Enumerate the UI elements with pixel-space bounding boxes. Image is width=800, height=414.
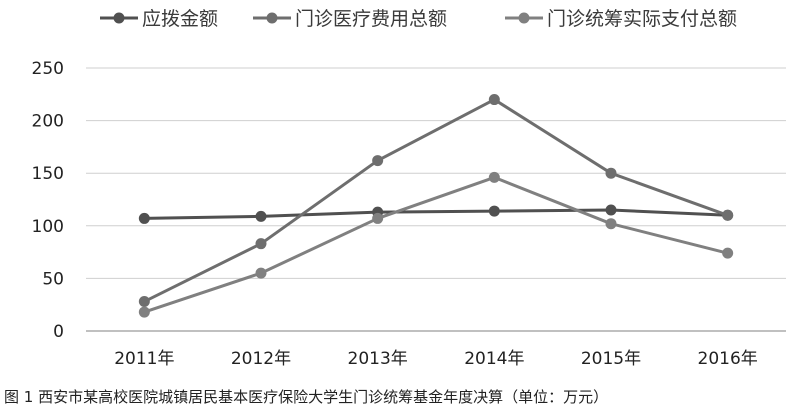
data-point — [605, 167, 617, 179]
data-point — [138, 306, 150, 318]
figure-caption: 图 1 西安市某高校医院城镇居民基本医疗保险大学生门诊统筹基金年度决算（单位：万… — [4, 388, 608, 406]
legend-swatch-marker — [113, 12, 125, 24]
y-tick-label: 150 — [32, 164, 64, 184]
y-tick-label: 200 — [32, 112, 64, 132]
series-line — [144, 208, 728, 220]
data-point — [605, 218, 617, 230]
x-axis: 2011年 2012年 2013年 2014年 2015年 2016年 — [86, 330, 786, 369]
x-tick-label: 2015年 — [581, 349, 641, 369]
data-point — [722, 209, 734, 221]
x-tick-label: 2013年 — [348, 349, 408, 369]
x-tick-label: 2016年 — [698, 349, 758, 369]
data-point — [488, 171, 500, 183]
series-line — [143, 175, 729, 314]
x-tick-label: 2014年 — [464, 349, 524, 369]
legend-label: 应拨金额 — [142, 8, 218, 30]
series-1 — [138, 204, 734, 224]
legend: 应拨金额 门诊医疗费用总额 门诊统筹实际支付总额 — [100, 8, 737, 30]
legend-item: 门诊医疗费用总额 — [253, 8, 447, 30]
x-tick-label: 2012年 — [231, 349, 291, 369]
x-tick-label: 2011年 — [114, 349, 174, 369]
legend-item: 应拨金额 — [100, 8, 218, 30]
data-point — [605, 204, 617, 216]
legend-label: 门诊统筹实际支付总额 — [547, 8, 737, 30]
data-point — [138, 296, 150, 308]
y-axis-ticks: 0 50 100 150 200 250 — [32, 59, 64, 342]
y-tick-label: 0 — [53, 322, 64, 342]
data-point — [722, 247, 734, 259]
data-point — [488, 205, 500, 217]
data-point — [372, 155, 384, 167]
y-tick-label: 100 — [32, 217, 64, 237]
series-2 — [138, 94, 734, 308]
series-line — [143, 98, 729, 303]
legend-label: 门诊医疗费用总额 — [295, 8, 447, 30]
legend-swatch-marker — [518, 12, 530, 24]
legend-item: 门诊统筹实际支付总额 — [505, 8, 737, 30]
y-tick-label: 250 — [32, 59, 64, 79]
data-point — [255, 210, 267, 222]
data-point — [255, 267, 267, 279]
data-point — [372, 212, 384, 224]
data-point — [138, 212, 150, 224]
gridlines — [86, 67, 786, 279]
data-point — [255, 238, 267, 250]
data-point — [488, 94, 500, 106]
series-3 — [138, 171, 734, 318]
y-tick-label: 50 — [42, 269, 64, 289]
series-layer — [138, 94, 734, 318]
legend-swatch-marker — [266, 12, 278, 24]
